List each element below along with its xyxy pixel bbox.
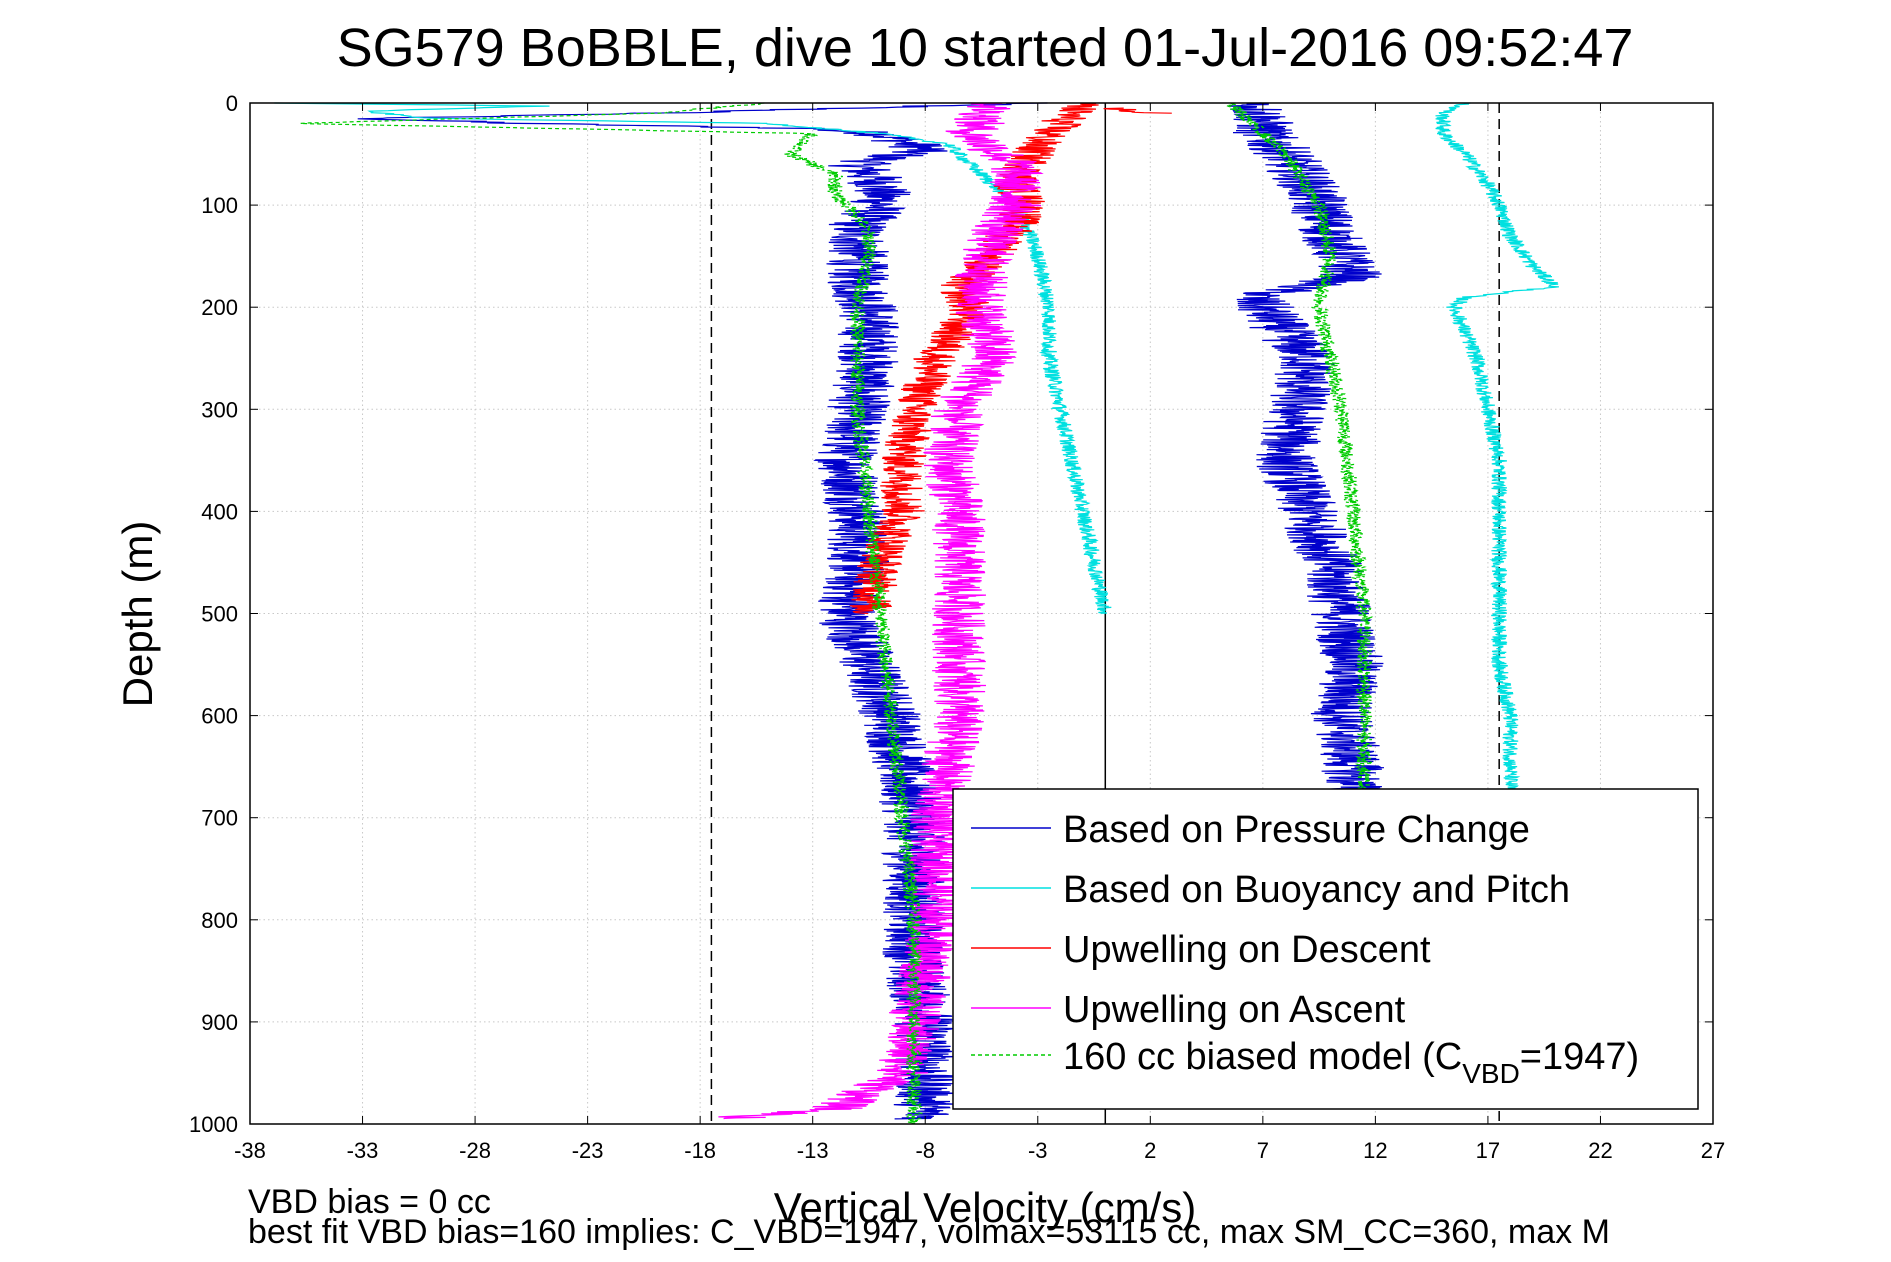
series-line-1-1 <box>1435 102 1559 819</box>
legend-box <box>952 788 1699 1110</box>
x-tick-label: -38 <box>234 1138 266 1163</box>
y-tick-label: 600 <box>201 704 238 729</box>
x-tick-label: 7 <box>1257 1138 1269 1163</box>
series-line-0-0 <box>357 102 1048 1120</box>
y-tick-label: 300 <box>201 397 238 422</box>
x-tick-label: 2 <box>1144 1138 1156 1163</box>
chart-title: SG579 BoBBLE, dive 10 started 01-Jul-201… <box>337 18 1634 78</box>
legend-label: Based on Buoyancy and Pitch <box>1063 869 1570 911</box>
x-tick-label: 12 <box>1363 1138 1387 1163</box>
y-tick-label: 800 <box>201 908 238 933</box>
x-tick-label: -18 <box>684 1138 716 1163</box>
x-tick-label: 22 <box>1588 1138 1612 1163</box>
x-tick-label: -3 <box>1028 1138 1048 1163</box>
series-line-4-0 <box>300 102 924 1125</box>
y-tick-label: 900 <box>201 1010 238 1035</box>
x-axis-label: Vertical Velocity (cm/s) <box>774 1184 1196 1231</box>
x-tick-label: 17 <box>1476 1138 1500 1163</box>
series-lines <box>274 102 1559 1125</box>
x-tick-label: -33 <box>347 1138 379 1163</box>
y-axis-label: Depth (m) <box>114 521 161 708</box>
y-tick-label: 1000 <box>189 1112 238 1137</box>
y-axis-ticks: 0 100 200 300 400 500 600 700 800 900 1000 <box>189 91 1713 1137</box>
series-line-4-1 <box>1226 102 1374 819</box>
footnote-best-fit: best fit VBD bias=160 implies: C_VBD=194… <box>248 1213 1610 1251</box>
legend-label: Based on Pressure Change <box>1063 809 1530 851</box>
y-tick-label: 0 <box>226 91 238 116</box>
y-tick-label: 100 <box>201 193 238 218</box>
x-tick-label: -28 <box>459 1138 491 1163</box>
footnote-vbd-bias: VBD bias = 0 cc <box>248 1183 491 1221</box>
series-line-0-1 <box>1228 102 1385 819</box>
x-tick-label: -23 <box>572 1138 604 1163</box>
legend-label: Upwelling on Descent <box>1063 929 1431 971</box>
y-tick-label: 200 <box>201 295 238 320</box>
series-line-2-1 <box>1103 107 1172 114</box>
legend: Based on Pressure Change Based on Buoyanc… <box>952 788 1699 1110</box>
y-tick-label: 400 <box>201 499 238 524</box>
y-tick-label: 700 <box>201 806 238 831</box>
series-line-3-0 <box>718 102 1044 1120</box>
legend-label: Upwelling on Ascent <box>1063 989 1406 1031</box>
x-tick-label: -13 <box>797 1138 829 1163</box>
x-axis-ticks: -38 -33 -28 -23 -18 -13 -8 -3 2 7 12 17 22 27 <box>234 103 1725 1163</box>
x-tick-label: 27 <box>1701 1138 1725 1163</box>
y-tick-label: 500 <box>201 602 238 627</box>
x-tick-label: -8 <box>915 1138 935 1163</box>
